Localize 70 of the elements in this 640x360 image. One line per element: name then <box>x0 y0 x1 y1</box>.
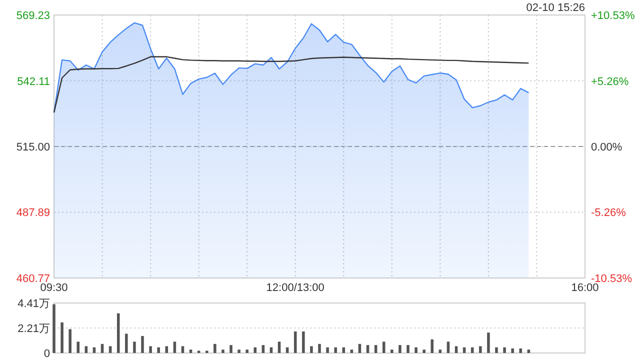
x-tick-label: 12:00/13:00 <box>266 282 324 294</box>
bar <box>278 342 281 353</box>
bar <box>149 346 152 353</box>
bar <box>214 344 216 353</box>
bar <box>318 344 321 353</box>
bar <box>189 350 192 353</box>
bar <box>302 331 305 353</box>
bar <box>181 346 184 353</box>
bar <box>262 345 265 353</box>
bar <box>430 339 434 353</box>
x-tick-label: 16:00 <box>571 282 599 294</box>
bar <box>116 313 120 353</box>
y-tick-label: 515.00 <box>16 142 50 154</box>
bar <box>422 350 426 353</box>
bar <box>342 347 346 353</box>
y-tick-label: 0 <box>44 348 50 360</box>
chart-title: 02-10 15:26 <box>526 2 585 14</box>
bar <box>366 345 370 353</box>
y2-tick-label: +10.53% <box>591 10 635 22</box>
bar <box>446 342 450 353</box>
y-tick-label: 542.11 <box>17 76 50 88</box>
bar <box>438 350 442 353</box>
bar <box>511 348 514 353</box>
bar <box>238 350 240 353</box>
bar <box>519 348 522 353</box>
bar <box>382 342 386 353</box>
bar <box>326 347 329 353</box>
bar <box>406 345 410 353</box>
bar <box>390 350 394 353</box>
bar <box>454 346 458 353</box>
bar <box>84 346 88 353</box>
bar <box>222 350 224 353</box>
bar <box>479 346 482 353</box>
bar <box>414 347 418 353</box>
bar <box>76 342 80 353</box>
bar <box>470 347 474 353</box>
bar <box>68 329 72 353</box>
bar <box>334 347 337 353</box>
line-series <box>53 56 530 114</box>
bar <box>108 346 112 353</box>
y2-tick-label: 0.00% <box>591 142 622 154</box>
bar <box>165 346 168 353</box>
bar <box>350 350 354 353</box>
y2-tick-label: +5.26% <box>591 76 629 88</box>
bar <box>254 347 257 353</box>
bar <box>133 342 136 353</box>
bar <box>495 347 498 353</box>
bar <box>52 304 56 353</box>
bar <box>398 345 402 353</box>
bar <box>374 345 378 353</box>
bar <box>125 334 128 353</box>
y-tick-label: 487.89 <box>16 207 50 220</box>
bar <box>294 331 297 353</box>
y-tick-label: 569.23 <box>16 10 50 22</box>
bar <box>60 322 64 353</box>
bar <box>527 350 530 353</box>
y2-tick-label: -5.26% <box>591 207 626 220</box>
bar <box>230 345 232 353</box>
bar <box>246 350 248 353</box>
y2-tick-label: -10.53% <box>591 273 632 285</box>
bar <box>141 336 144 353</box>
bar <box>503 347 506 353</box>
y-tick-label: 2.21万 <box>18 322 50 335</box>
x-tick-label: 09:30 <box>40 282 68 294</box>
bar <box>487 332 490 353</box>
bar <box>310 346 313 353</box>
y-tick-label: 4.41万 <box>18 298 50 310</box>
bar <box>157 347 160 353</box>
y-tick-label: 460.77 <box>16 273 50 285</box>
bar <box>173 342 176 353</box>
